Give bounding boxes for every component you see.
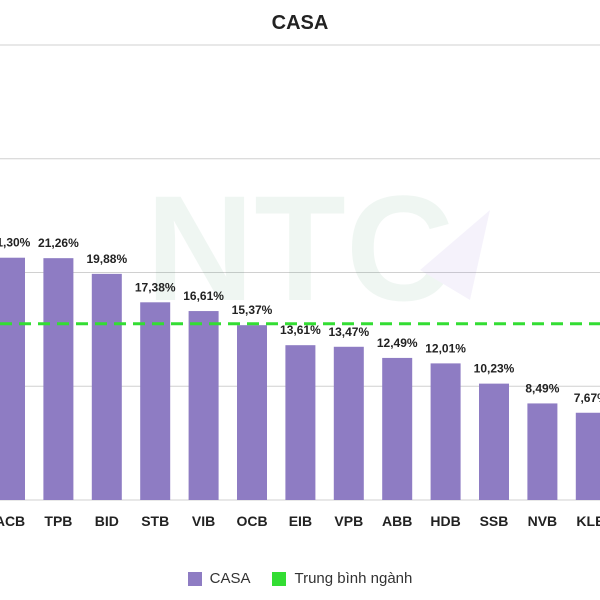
data-label-acb: 21,30%: [0, 236, 31, 250]
bar-vpb: [333, 346, 364, 500]
x-tick-klb: KLB: [576, 513, 600, 529]
bar-klb: [575, 412, 600, 500]
svg-text:NTC: NTC: [146, 164, 454, 332]
bar-acb: [0, 257, 25, 500]
x-axis-tick-labels: ACB TPB BID STB VIB OCB EIB VPB ABB HDB SSB NVB KLB: [0, 513, 600, 529]
x-tick-vib: VIB: [192, 513, 215, 529]
bar-hdb: [430, 363, 461, 500]
data-label-abb: 12,49%: [377, 336, 418, 350]
data-label-klb: 7,67%: [574, 391, 600, 405]
bar-abb: [382, 357, 413, 500]
chart-title: CASA: [271, 12, 329, 34]
data-label-vib: 16,61%: [183, 289, 224, 303]
bar-ssb: [479, 383, 509, 500]
bars: [0, 257, 600, 500]
legend-label-casa: CASA: [209, 570, 251, 587]
legend: CASA Trung bình ngành: [0, 570, 600, 587]
x-tick-nvb: NVB: [528, 513, 558, 529]
x-tick-abb: ABB: [382, 513, 412, 529]
bar-stb: [140, 302, 171, 500]
bar-eib: [285, 345, 316, 500]
data-label-nvb: 8,49%: [525, 381, 559, 395]
x-tick-bid: BID: [95, 513, 119, 529]
legend-swatch-casa: [187, 571, 202, 586]
ntc-watermark-logo: NTC: [146, 164, 490, 332]
data-label-eib: 13,61%: [280, 323, 321, 337]
data-label-ocb: 15,37%: [232, 303, 273, 317]
x-tick-vpb: VPB: [334, 513, 363, 529]
x-tick-ocb: OCB: [236, 513, 267, 529]
bar-vib: [188, 311, 219, 500]
legend-label-industry-average: Trung bình ngành: [294, 570, 413, 587]
x-tick-tpb: TPB: [44, 513, 72, 529]
legend-item-casa: CASA: [187, 570, 251, 587]
x-tick-hdb: HDB: [430, 513, 460, 529]
bar-ocb: [237, 325, 267, 500]
x-tick-stb: STB: [141, 513, 169, 529]
bar-nvb: [527, 403, 558, 500]
data-label-vpb: 13,47%: [328, 325, 369, 339]
x-tick-ssb: SSB: [480, 513, 509, 529]
x-tick-eib: EIB: [289, 513, 312, 529]
data-label-ssb: 10,23%: [474, 362, 515, 376]
legend-item-industry-average: Trung bình ngành: [272, 570, 412, 587]
data-labels: 21,30% 21,26% 19,88% 17,38% 16,61% 15,37% 13,6…: [0, 236, 600, 405]
data-label-stb: 17,38%: [135, 280, 176, 294]
x-tick-acb: ACB: [0, 513, 25, 529]
data-label-bid: 19,88%: [86, 252, 127, 266]
legend-swatch-industry-average: [272, 571, 287, 586]
bar-tpb: [43, 258, 74, 500]
data-label-hdb: 12,01%: [425, 341, 466, 355]
data-label-tpb: 21,26%: [38, 236, 79, 250]
bar-bid: [91, 273, 122, 500]
